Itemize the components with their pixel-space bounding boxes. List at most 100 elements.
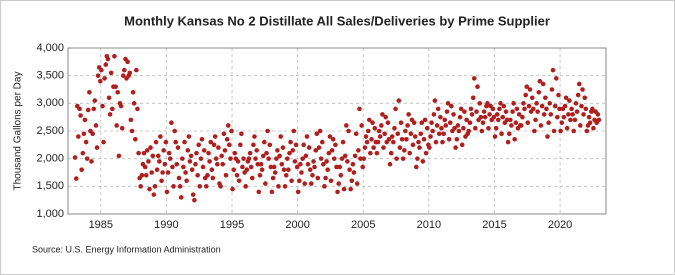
point (341, 186, 347, 192)
point (473, 125, 478, 131)
point (294, 164, 300, 170)
point (412, 134, 418, 139)
point (133, 137, 138, 142)
point (265, 128, 270, 134)
point (470, 95, 476, 101)
point (479, 128, 485, 134)
point (199, 137, 205, 142)
point (477, 101, 483, 106)
point (538, 123, 544, 128)
point (377, 134, 383, 139)
point (435, 106, 441, 112)
point (492, 134, 498, 139)
y-tick-label: 1,500 (36, 180, 64, 192)
point (514, 106, 520, 112)
point (231, 167, 237, 173)
point (427, 145, 432, 150)
point (376, 128, 382, 134)
point (139, 172, 145, 178)
point (350, 161, 356, 167)
point (558, 128, 563, 134)
point (275, 148, 280, 153)
point (161, 148, 166, 153)
point (532, 128, 537, 134)
point (564, 125, 570, 131)
point (534, 101, 539, 106)
point (518, 123, 524, 128)
point (269, 189, 275, 195)
point (340, 139, 346, 145)
point (235, 159, 241, 164)
point (541, 112, 547, 117)
point (289, 178, 294, 184)
point (165, 170, 171, 175)
source: Source: U.S. Energy Information Administ… (32, 244, 221, 254)
point (428, 134, 433, 139)
point (561, 114, 567, 120)
point (481, 109, 487, 114)
point (170, 164, 175, 170)
point (155, 153, 161, 159)
point (400, 156, 406, 161)
point (338, 172, 344, 178)
point (222, 148, 228, 153)
point (444, 109, 450, 114)
point (562, 103, 568, 109)
y-tick-label: 2,000 (36, 153, 64, 165)
point (220, 161, 226, 167)
point (396, 98, 402, 103)
point (103, 62, 109, 67)
point (471, 76, 477, 81)
point (213, 156, 219, 161)
point (148, 145, 153, 150)
point (540, 81, 546, 87)
point (575, 92, 581, 98)
point (240, 164, 245, 170)
point (230, 186, 235, 192)
point (352, 153, 358, 159)
point (478, 114, 484, 120)
point (358, 156, 363, 161)
point (177, 184, 183, 189)
point (348, 186, 353, 192)
point (312, 164, 317, 170)
point (574, 109, 580, 114)
point (110, 106, 115, 112)
point (87, 89, 92, 95)
point (225, 123, 231, 128)
point (157, 159, 162, 164)
point (167, 156, 173, 161)
point (432, 98, 438, 103)
point (77, 106, 82, 112)
point (368, 150, 373, 156)
point (105, 56, 111, 62)
point (346, 128, 351, 134)
point (106, 95, 112, 101)
point (330, 137, 336, 142)
point (176, 175, 182, 181)
point (149, 170, 155, 175)
point (121, 67, 127, 73)
x-tick-label: 2005 (351, 219, 375, 231)
point (248, 164, 254, 170)
point (369, 137, 374, 142)
point (487, 112, 492, 117)
point (178, 195, 184, 200)
point (536, 89, 542, 95)
point (521, 101, 526, 106)
point (354, 181, 360, 186)
point (546, 120, 551, 125)
point (174, 161, 180, 167)
point (553, 76, 559, 81)
point (387, 161, 393, 167)
point (226, 142, 232, 148)
point (129, 128, 135, 134)
point (197, 184, 203, 189)
point (516, 112, 522, 117)
point (545, 134, 550, 139)
point (581, 112, 586, 117)
point (125, 59, 130, 65)
point (370, 120, 375, 125)
point (271, 164, 277, 170)
point (255, 161, 261, 167)
